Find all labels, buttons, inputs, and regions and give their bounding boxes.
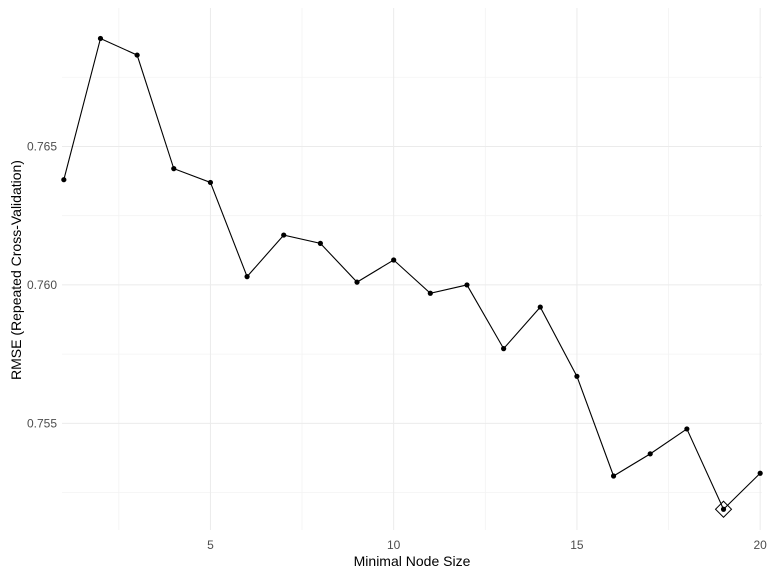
data-point bbox=[501, 346, 507, 352]
data-point bbox=[720, 506, 727, 512]
data-point bbox=[610, 473, 617, 479]
highlight-layer bbox=[714, 500, 733, 518]
points-layer bbox=[61, 35, 763, 512]
data-point bbox=[281, 232, 287, 238]
best-point-diamond-marker bbox=[714, 500, 733, 518]
data-point bbox=[244, 274, 250, 280]
y-tick-label: 0.755 bbox=[27, 416, 57, 430]
x-tick-label: 15 bbox=[570, 538, 584, 552]
data-point bbox=[61, 177, 67, 183]
data-point bbox=[647, 451, 653, 457]
data-point bbox=[134, 52, 140, 58]
series-layer bbox=[63, 37, 761, 511]
grid-layer bbox=[62, 8, 762, 530]
data-point bbox=[354, 279, 360, 285]
x-tick-label: 20 bbox=[753, 538, 767, 552]
data-point bbox=[684, 426, 690, 432]
data-point bbox=[207, 179, 214, 186]
y-tick-label: 0.765 bbox=[27, 139, 57, 153]
data-point bbox=[317, 240, 323, 246]
data-point bbox=[574, 373, 580, 379]
data-point bbox=[464, 282, 470, 288]
tick-labels: 5 10 15 20 0.755 0.760 0.765 bbox=[27, 139, 767, 552]
x-tick-label: 5 bbox=[207, 538, 214, 552]
data-point bbox=[171, 166, 177, 172]
data-point bbox=[97, 35, 104, 42]
x-tick-label: 10 bbox=[387, 538, 401, 552]
data-point bbox=[537, 304, 543, 310]
y-axis-title: RMSE (Repeated Cross-Validation) bbox=[8, 160, 24, 380]
y-tick-label: 0.760 bbox=[27, 278, 57, 292]
x-axis-title: Minimal Node Size bbox=[354, 553, 471, 569]
data-point bbox=[427, 290, 433, 296]
series-line bbox=[63, 37, 761, 511]
data-point bbox=[391, 257, 397, 263]
data-point bbox=[757, 470, 763, 476]
